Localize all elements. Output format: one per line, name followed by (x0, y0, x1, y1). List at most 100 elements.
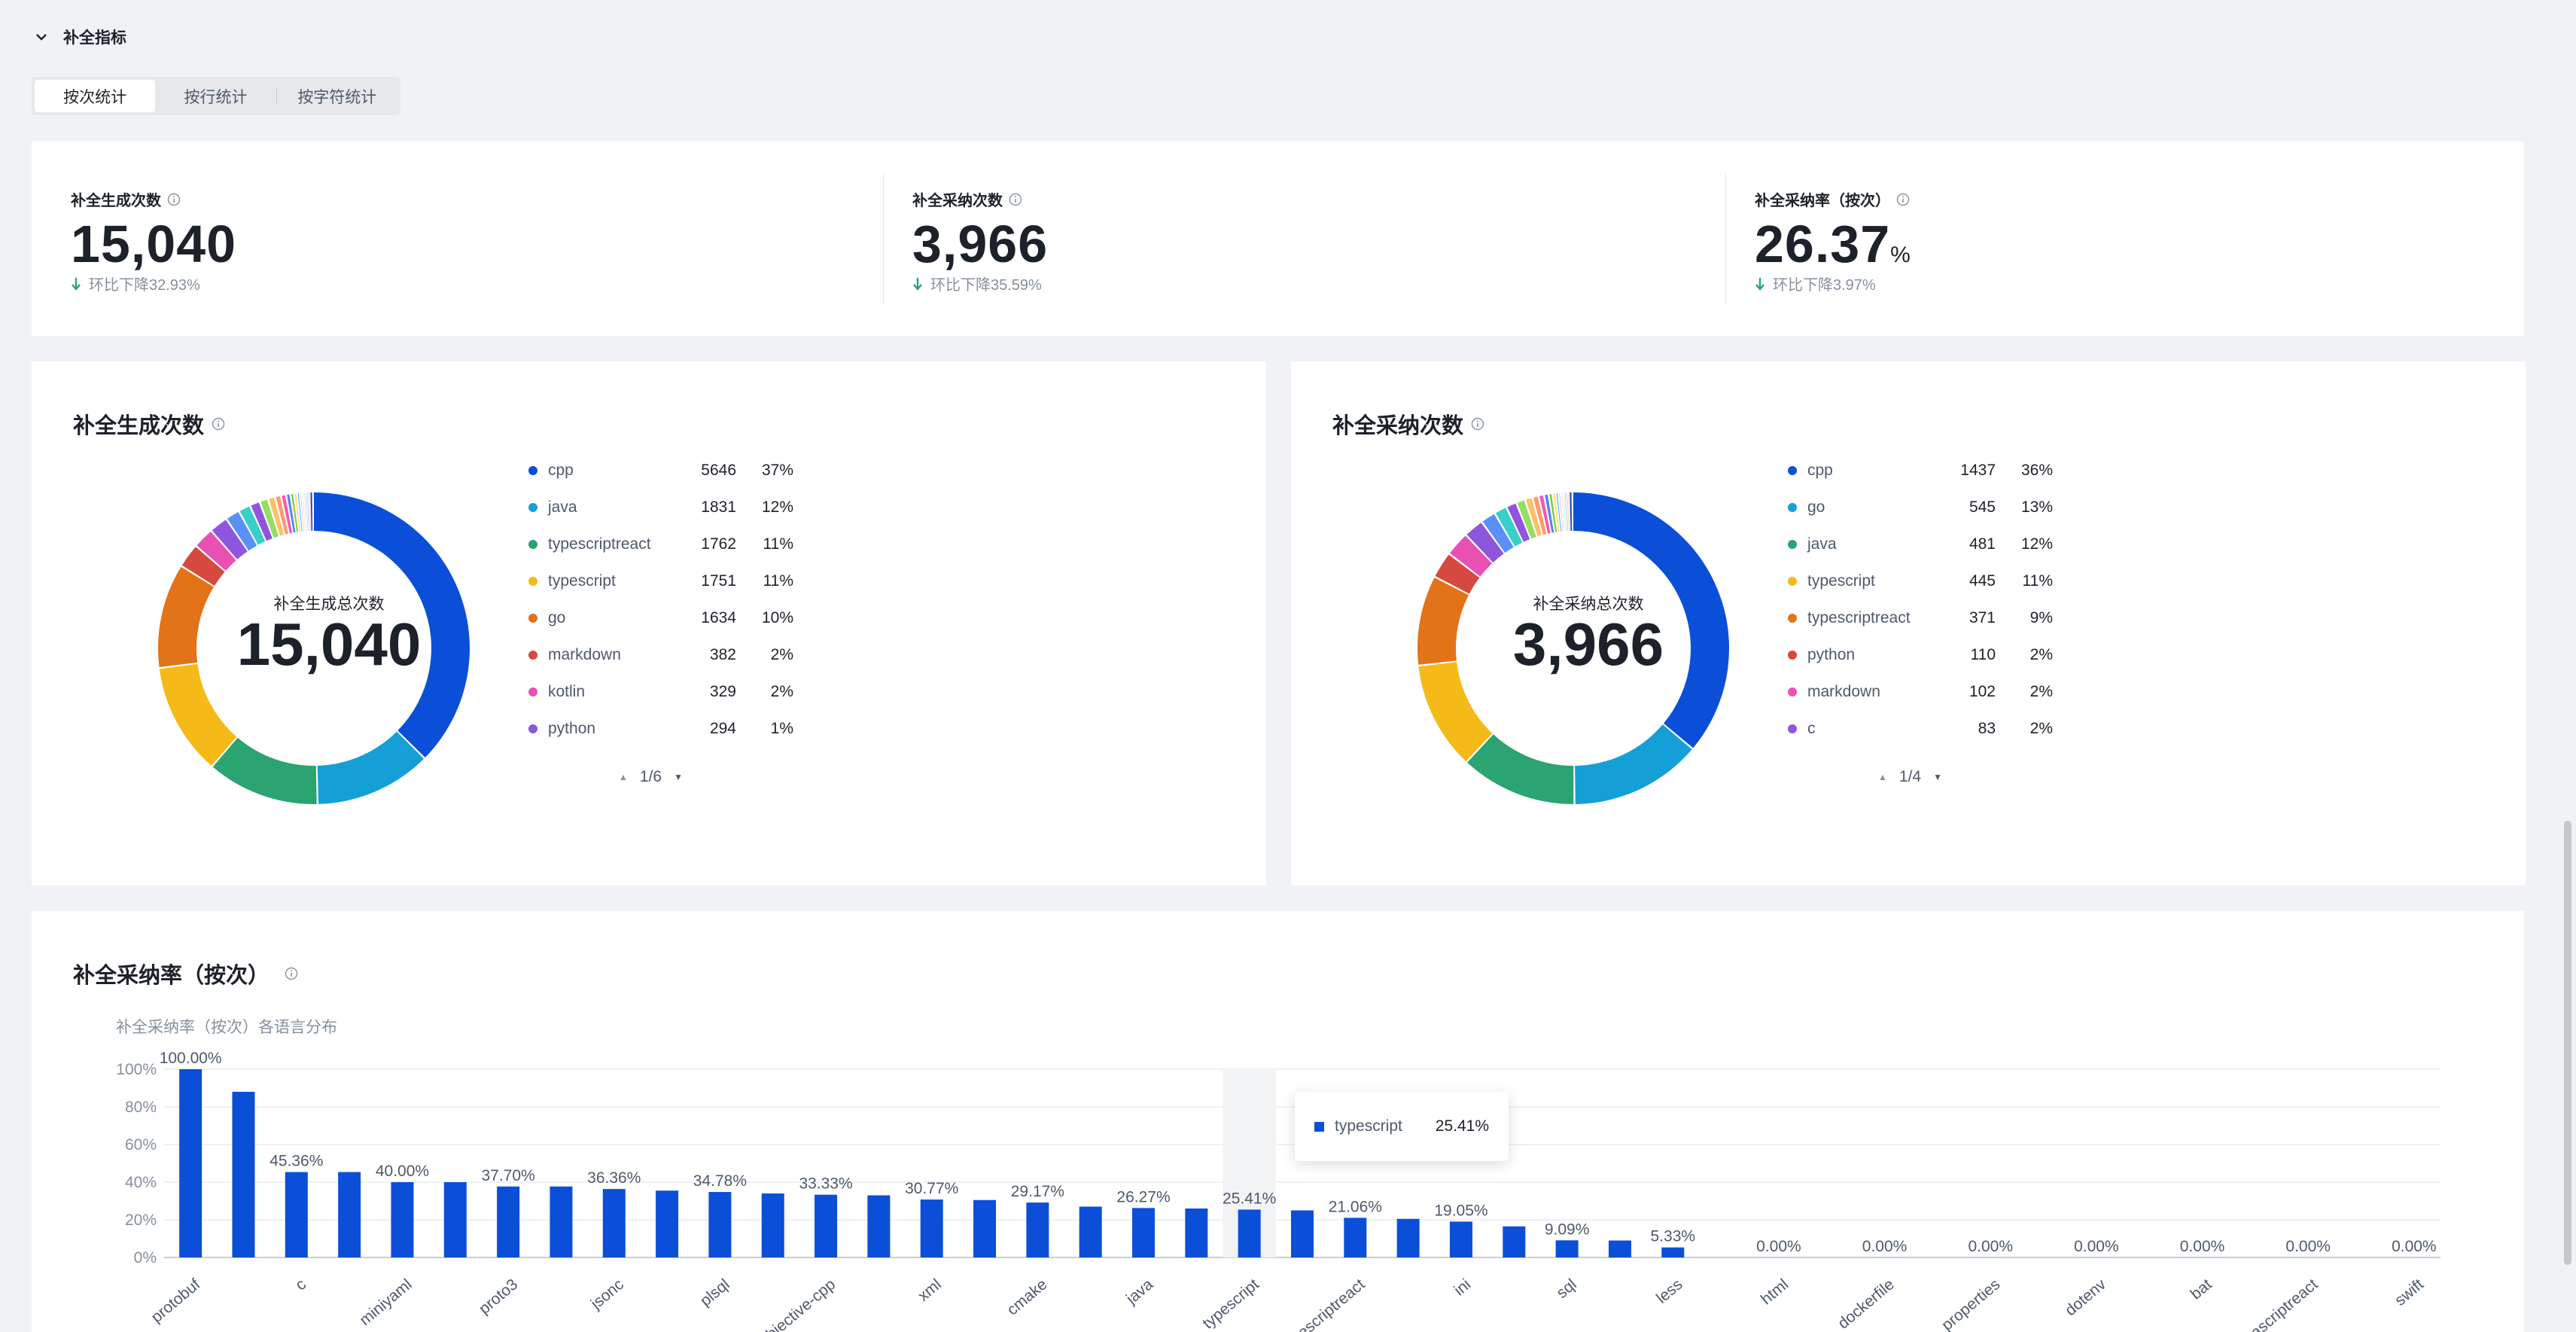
legend-item-python[interactable]: python 110 2% (1788, 644, 2053, 666)
donut-slice-other-18[interactable] (309, 492, 312, 532)
donut-slice-other-3[interactable] (1517, 500, 1536, 539)
pager-prev-button[interactable]: ▲ (619, 772, 628, 782)
donut-slice-other-14[interactable] (1564, 492, 1567, 532)
legend-item-markdown[interactable]: markdown 382 2% (528, 644, 793, 666)
donut-slice-other-1[interactable] (239, 506, 266, 545)
tab-by-count[interactable]: 按次统计 (35, 80, 156, 112)
donut-slice-other-2[interactable] (251, 502, 273, 541)
donut-slice-other-6[interactable] (282, 495, 293, 534)
section-header[interactable]: 补全指标 (33, 26, 126, 48)
donut-slice-other-19[interactable] (1570, 492, 1573, 532)
donut-slice-other-5[interactable] (1533, 496, 1547, 535)
legend-item-java[interactable]: java 1831 12% (528, 496, 793, 519)
bar[interactable] (1026, 1202, 1049, 1257)
bar[interactable] (867, 1195, 891, 1258)
bar[interactable] (656, 1190, 679, 1257)
legend-item-typescriptreact[interactable]: typescriptreact 371 9% (1788, 607, 2053, 629)
donut-slice-other-11[interactable] (300, 492, 304, 532)
bar[interactable] (338, 1172, 361, 1257)
donut-slice-typescriptreact[interactable] (212, 737, 317, 804)
donut-slice-other-17[interactable] (309, 492, 311, 532)
donut-slice-go[interactable] (158, 566, 214, 668)
donut-slice-other-4[interactable] (1526, 498, 1542, 537)
legend-item-cpp[interactable]: cpp 1437 36% (1788, 459, 2053, 482)
donut-slice-java[interactable] (317, 731, 425, 804)
donut-slice-markdown[interactable] (1450, 535, 1493, 577)
bar[interactable] (232, 1092, 255, 1257)
donut-slice-other-0[interactable] (227, 512, 257, 551)
donut-slice-markdown[interactable] (181, 547, 225, 586)
scrollbar-thumb[interactable] (2564, 821, 2571, 1265)
bar[interactable] (1079, 1206, 1102, 1258)
donut-slice-other-19[interactable] (310, 492, 313, 532)
donut-slice-typescriptreact[interactable] (1417, 578, 1469, 665)
donut-slice-other-4[interactable] (269, 497, 285, 536)
donut-slice-other-10[interactable] (297, 493, 303, 532)
donut-slice-other-18[interactable] (1569, 492, 1570, 532)
donut-slice-python[interactable] (212, 520, 248, 559)
bar[interactable] (973, 1199, 997, 1257)
bar[interactable] (443, 1182, 467, 1257)
donut-slice-other-10[interactable] (1556, 493, 1562, 532)
donut-slice-other-0[interactable] (1482, 514, 1514, 553)
donut-slice-other-13[interactable] (1563, 492, 1567, 532)
donut-slice-other-16[interactable] (308, 492, 310, 532)
donut-slice-other-1[interactable] (1495, 508, 1523, 547)
info-icon[interactable] (285, 967, 298, 980)
bar[interactable] (920, 1199, 943, 1257)
legend-item-java[interactable]: java 481 12% (1788, 533, 2053, 556)
tab-by-char[interactable]: 按字符统计 (297, 88, 377, 106)
info-icon[interactable] (1896, 193, 1910, 206)
donut-slice-other-8[interactable] (291, 493, 299, 532)
chevron-down-icon[interactable] (33, 29, 50, 45)
bar[interactable] (1344, 1218, 1367, 1257)
bar[interactable] (1396, 1218, 1420, 1257)
bar[interactable] (550, 1186, 573, 1257)
donut-slice-python[interactable] (1435, 554, 1480, 594)
donut-slice-java[interactable] (1467, 734, 1574, 804)
donut-slice-cpp[interactable] (1573, 492, 1729, 748)
donut-slice-typescript[interactable] (1418, 662, 1493, 761)
bar[interactable] (1449, 1221, 1472, 1257)
pager-next-button[interactable]: ▼ (674, 772, 683, 782)
legend-item-go[interactable]: go 545 13% (1788, 496, 2053, 519)
donut-slice-kotlin[interactable] (196, 531, 236, 572)
bar[interactable] (708, 1192, 732, 1257)
donut-slice-other-9[interactable] (294, 493, 301, 532)
bar[interactable] (1238, 1209, 1261, 1257)
donut-slice-other-15[interactable] (307, 492, 309, 532)
donut-slice-other-7[interactable] (1545, 494, 1554, 533)
bar[interactable] (285, 1172, 308, 1257)
bar[interactable] (1503, 1226, 1526, 1257)
info-icon[interactable] (167, 193, 181, 206)
donut-slice-other-15[interactable] (1566, 492, 1568, 532)
legend-item-go[interactable]: go 1634 10% (528, 607, 793, 629)
donut-slice-other-13[interactable] (304, 492, 307, 532)
donut-slice-c[interactable] (1466, 523, 1504, 563)
bar[interactable] (815, 1194, 838, 1257)
donut-slice-other-3[interactable] (260, 499, 279, 538)
bar[interactable] (497, 1186, 520, 1257)
bar[interactable] (1608, 1240, 1631, 1258)
accepted-donut-chart[interactable] (1396, 471, 1750, 825)
donut-slice-other-12[interactable] (302, 492, 306, 532)
generated-donut-chart[interactable] (137, 471, 491, 825)
tab-by-line[interactable]: 按行统计 (184, 88, 248, 106)
donut-slice-other-9[interactable] (1553, 493, 1560, 532)
page-scrollbar[interactable] (2559, 0, 2576, 1332)
legend-item-typescriptreact[interactable]: typescriptreact 1762 11% (528, 533, 793, 556)
bar[interactable] (179, 1069, 202, 1257)
legend-item-kotlin[interactable]: kotlin 329 2% (528, 681, 793, 703)
legend-item-typescript[interactable]: typescript 1751 11% (528, 570, 793, 593)
donut-slice-other-6[interactable] (1539, 495, 1551, 534)
donut-slice-other-8[interactable] (1549, 494, 1557, 532)
donut-slice-other-5[interactable] (276, 495, 289, 535)
legend-item-cpp[interactable]: cpp 5646 37% (528, 459, 793, 482)
info-icon[interactable] (1009, 193, 1022, 206)
legend-item-python[interactable]: python 294 1% (528, 718, 793, 740)
legend-item-typescript[interactable]: typescript 445 11% (1788, 570, 2053, 593)
bar[interactable] (1185, 1209, 1208, 1257)
bar[interactable] (1291, 1210, 1314, 1258)
donut-slice-other-11[interactable] (1559, 492, 1564, 532)
pager-prev-button[interactable]: ▲ (1878, 772, 1887, 782)
